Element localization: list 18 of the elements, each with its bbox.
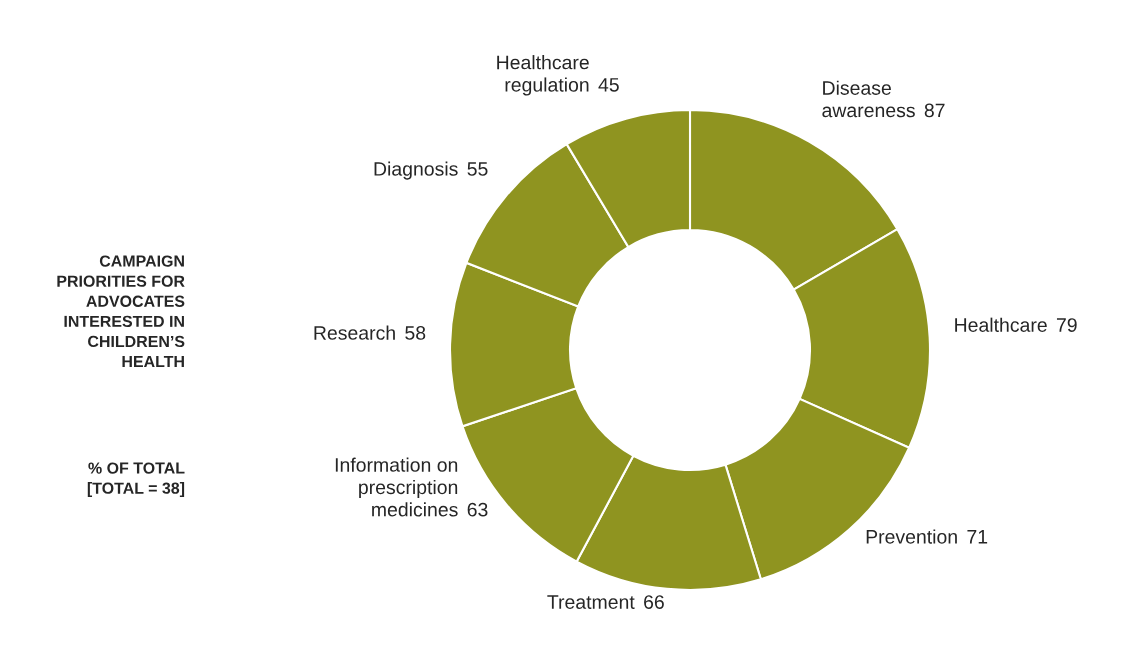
data-label: 45 [598,78,619,92]
data-label: 71 [967,530,988,544]
slice-label: Treatment [547,595,635,609]
slice-label: Information on prescription medicines [335,457,458,517]
slice-label: Healthcare regulation [497,55,589,96]
text: % OF TOTAL [TOTAL = 38] [87,462,185,497]
data-label: 87 [924,103,945,118]
data-label: 79 [1056,318,1077,332]
slice-label: Prevention [866,529,957,544]
data-label: 63 [467,502,488,517]
data-label: 58 [405,326,426,340]
text: CAMPAIGN PRIORITIES FOR ADVOCATES INTERESTED IN CHILDREN’S HEALTH [57,255,185,368]
data-label: 55 [467,162,488,176]
slice-label: Research [314,325,395,340]
slice-label: Disease awareness [822,80,915,118]
data-label: 66 [644,595,664,609]
slice-label: Healthcare [955,317,1047,332]
slice-label: Diagnosis [374,161,458,180]
